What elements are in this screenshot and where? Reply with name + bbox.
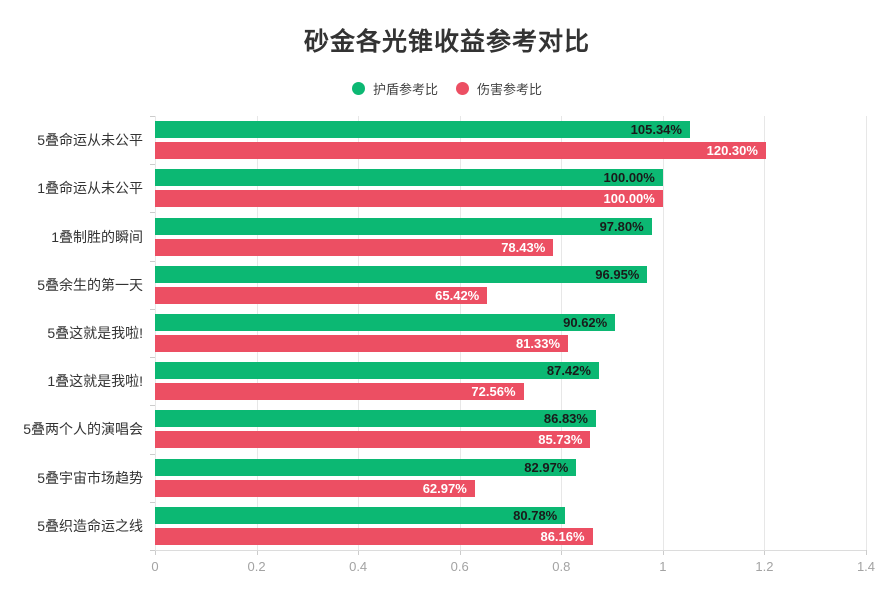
bar-shield: 97.80% (155, 217, 652, 235)
x-axis-tick (866, 550, 867, 555)
bar-value-label: 97.80% (599, 218, 644, 234)
bar-shield: 87.42% (155, 362, 599, 380)
bar-shield: 82.97% (155, 458, 577, 476)
gridline-x (866, 116, 867, 550)
y-axis-tick (150, 453, 155, 455)
bar-shield: 100.00% (155, 169, 663, 187)
legend-damage-label: 伤害参考比 (477, 82, 543, 97)
legend-damage-swatch-icon (456, 82, 469, 95)
gridline-x (459, 116, 461, 550)
bar-damage: 72.56% (155, 383, 524, 401)
bar-damage: 85.73% (155, 431, 591, 449)
x-axis-tick-label: 1 (659, 559, 667, 574)
gridline-x (764, 116, 766, 550)
gridline-x (256, 116, 258, 550)
bar-damage: 78.43% (155, 238, 554, 256)
bar-shield: 90.62% (155, 314, 616, 331)
y-axis-tick (150, 357, 155, 359)
gridline-x (358, 116, 360, 550)
x-axis-tick (764, 550, 766, 555)
y-axis-tick (150, 212, 155, 214)
bar-shield: 86.83% (155, 410, 596, 428)
x-axis-tick (459, 550, 461, 555)
bar-value-label: 82.97% (524, 459, 569, 475)
bar-shield: 96.95% (155, 265, 648, 283)
x-axis-tick (358, 550, 360, 555)
category-label: 5叠这就是我啦! (47, 325, 143, 341)
legend-shield-swatch-icon (351, 82, 365, 95)
x-axis-tick-label: 0.4 (349, 559, 368, 574)
legend: 护盾参考比 伤害参考比 (0, 79, 894, 98)
legend-shield-label: 护盾参考比 (372, 82, 438, 97)
bar-value-label: 65.42% (435, 287, 480, 303)
bar-value-label: 105.34% (630, 122, 682, 138)
legend-item-shield[interactable]: 护盾参考比 (351, 79, 438, 98)
chart-title: 砂金各光锥收益参考对比 (303, 28, 590, 56)
bar-value-label: 72.56% (471, 384, 516, 400)
x-axis-line (155, 550, 866, 551)
bar-value-label: 90.62% (563, 315, 608, 330)
x-axis-tick-label: 1.4 (856, 559, 876, 574)
legend-item-damage[interactable]: 伤害参考比 (456, 79, 542, 98)
bar-value-label: 100.00% (603, 191, 655, 207)
y-axis-tick (150, 501, 155, 503)
bar-value-label: 80.78% (513, 507, 558, 523)
y-axis-tick (150, 116, 155, 117)
category-label: 5叠两个人的演唱会 (23, 421, 143, 438)
category-label: 5叠宇宙市场趋势 (37, 469, 143, 486)
bar-value-label: 120.30% (706, 143, 758, 159)
bar-value-label: 62.97% (422, 480, 467, 496)
y-axis-tick (150, 308, 155, 310)
category-label: 1叠命运从未公平 (37, 180, 143, 197)
bar-value-label: 86.16% (540, 528, 585, 544)
bar-damage: 100.00% (155, 190, 663, 208)
bar-damage: 86.16% (155, 527, 593, 545)
bar-shield: 80.78% (155, 506, 566, 524)
gridline-x (155, 116, 156, 550)
bar-value-label: 86.83% (543, 411, 588, 427)
bar-value-label: 100.00% (603, 170, 655, 186)
category-label: 5叠命运从未公平 (37, 132, 143, 149)
bar-damage: 81.33% (155, 335, 569, 352)
bar-value-label: 78.43% (501, 239, 546, 255)
category-label: 1叠制胜的瞬间 (51, 228, 143, 245)
bar-value-label: 85.73% (538, 432, 583, 448)
bar-damage: 62.97% (155, 479, 475, 497)
y-axis-tick (150, 405, 155, 407)
category-label: 1叠这就是我啦! (47, 373, 143, 390)
bar-damage: 65.42% (155, 286, 488, 304)
y-axis-tick (150, 550, 155, 551)
category-label: 5叠余生的第一天 (37, 276, 143, 293)
x-axis-tick (155, 550, 156, 555)
category-label: 5叠织造命运之线 (37, 517, 143, 534)
x-axis-tick-label: 1.2 (755, 559, 774, 574)
x-axis-tick-label: 0.6 (450, 559, 469, 574)
x-axis-tick (662, 550, 664, 555)
gridline-x (662, 116, 664, 550)
x-axis-tick-label: 0.2 (247, 559, 266, 574)
x-axis-tick-label: 0 (151, 559, 159, 574)
bar-shield: 105.34% (155, 121, 690, 139)
y-axis-tick (150, 164, 155, 166)
x-axis-tick (561, 550, 563, 555)
bar-value-label: 96.95% (595, 266, 640, 282)
bar-damage: 120.30% (155, 142, 766, 160)
y-axis-tick (150, 260, 155, 262)
x-axis-tick (256, 550, 258, 555)
x-axis-tick-label: 0.8 (552, 559, 571, 574)
bar-value-label: 87.42% (546, 363, 591, 379)
bar-value-label: 81.33% (515, 336, 561, 351)
gridline-x (561, 116, 563, 550)
